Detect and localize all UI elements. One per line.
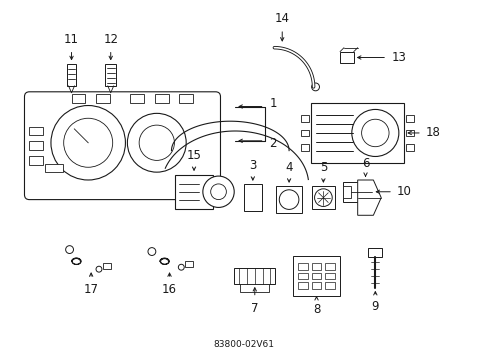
Bar xyxy=(301,115,308,122)
Text: 18: 18 xyxy=(425,126,440,139)
Circle shape xyxy=(127,113,186,172)
Bar xyxy=(29,127,43,135)
Bar xyxy=(325,282,334,289)
Bar xyxy=(130,94,144,103)
Bar xyxy=(406,130,413,136)
Bar xyxy=(96,94,109,103)
Bar xyxy=(342,186,350,198)
Text: 12: 12 xyxy=(103,33,118,46)
Text: 2: 2 xyxy=(269,137,276,150)
Bar xyxy=(45,164,62,172)
Bar xyxy=(179,94,193,103)
Circle shape xyxy=(203,176,234,207)
Bar xyxy=(339,51,353,63)
Bar xyxy=(325,263,334,270)
Text: 15: 15 xyxy=(186,149,201,162)
Circle shape xyxy=(279,190,298,210)
Bar xyxy=(175,175,212,209)
Bar xyxy=(297,263,307,270)
Bar xyxy=(342,182,372,202)
Circle shape xyxy=(148,248,156,256)
Bar xyxy=(297,273,307,279)
Circle shape xyxy=(178,264,184,270)
Text: 10: 10 xyxy=(396,185,411,198)
Text: 4: 4 xyxy=(285,161,292,174)
Bar xyxy=(311,186,334,210)
Circle shape xyxy=(139,125,174,161)
Bar xyxy=(244,184,261,211)
Bar xyxy=(105,64,116,86)
Text: 11: 11 xyxy=(64,33,79,46)
Bar xyxy=(71,94,85,103)
Bar xyxy=(311,263,321,270)
Polygon shape xyxy=(357,180,381,215)
Text: 17: 17 xyxy=(83,283,99,296)
Circle shape xyxy=(311,83,319,91)
Bar xyxy=(368,248,382,257)
Text: 14: 14 xyxy=(274,12,289,25)
Bar xyxy=(310,103,404,163)
Bar xyxy=(234,268,275,284)
Bar xyxy=(297,282,307,289)
Bar xyxy=(292,256,339,296)
Text: 9: 9 xyxy=(371,300,378,312)
Bar xyxy=(102,263,110,269)
Text: 83800-02V61: 83800-02V61 xyxy=(213,339,274,348)
Bar xyxy=(29,141,43,150)
Bar xyxy=(301,144,308,151)
Bar xyxy=(185,261,193,267)
Text: 6: 6 xyxy=(361,157,368,170)
Circle shape xyxy=(351,109,398,157)
Text: 3: 3 xyxy=(248,159,256,172)
Bar xyxy=(406,144,413,151)
Bar xyxy=(276,186,301,213)
Bar xyxy=(155,94,168,103)
Bar xyxy=(66,64,76,86)
Bar xyxy=(325,273,334,279)
Bar xyxy=(311,273,321,279)
Bar xyxy=(301,130,308,136)
Bar xyxy=(311,282,321,289)
Text: 1: 1 xyxy=(269,97,276,110)
FancyBboxPatch shape xyxy=(24,92,220,199)
Text: 5: 5 xyxy=(319,161,326,174)
Circle shape xyxy=(210,184,226,199)
Text: 8: 8 xyxy=(312,303,320,316)
Circle shape xyxy=(361,119,388,147)
Bar xyxy=(29,156,43,165)
Circle shape xyxy=(63,118,112,167)
Bar xyxy=(406,115,413,122)
Text: 16: 16 xyxy=(162,283,177,296)
Bar xyxy=(240,284,269,292)
Text: 7: 7 xyxy=(250,302,258,315)
Text: 13: 13 xyxy=(391,51,406,64)
Circle shape xyxy=(96,266,102,272)
Circle shape xyxy=(314,189,331,206)
Circle shape xyxy=(65,246,73,253)
Circle shape xyxy=(51,105,125,180)
